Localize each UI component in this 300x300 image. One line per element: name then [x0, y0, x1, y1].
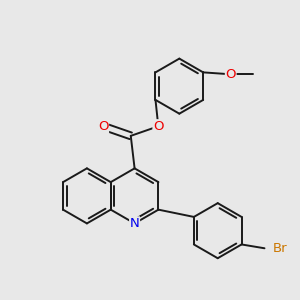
Text: Br: Br	[273, 242, 287, 255]
Text: O: O	[98, 120, 109, 133]
Text: N: N	[130, 217, 140, 230]
Text: O: O	[226, 68, 236, 81]
Text: O: O	[153, 120, 164, 133]
